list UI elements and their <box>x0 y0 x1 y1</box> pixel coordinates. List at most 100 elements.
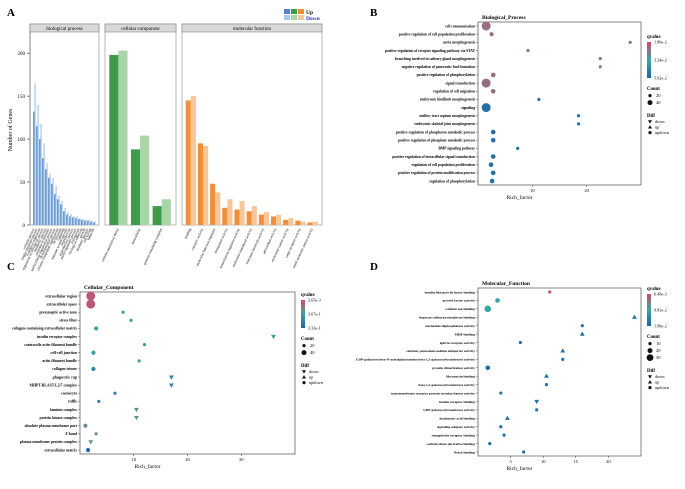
term-label: fibronectin binding <box>446 375 475 379</box>
point-updown <box>598 57 602 61</box>
term-label: laminin complex <box>50 408 77 412</box>
term-label: MHPT-BLAST-L2/7 complex <box>29 383 77 387</box>
facet-title: molecular function <box>233 27 271 32</box>
bar-down <box>46 163 48 225</box>
bar-up <box>109 54 119 226</box>
bar-down <box>64 207 66 225</box>
bar-down <box>227 199 233 225</box>
qvalue-label: 3.24e-2 <box>654 58 667 63</box>
bar-up <box>258 214 264 225</box>
bar-down <box>73 215 75 225</box>
bar-down <box>203 145 209 225</box>
legend-swatch-down <box>298 15 304 20</box>
term-label: extracellular region <box>45 294 78 298</box>
term-label: contractile actin filament bundle <box>24 343 77 347</box>
term-label: calcium, potassium:sodium antiporter act… <box>406 349 475 353</box>
point-updown <box>535 408 539 412</box>
panel-d: D Molecular_Function 5 10 15 20 Rich_factor ins… <box>356 261 670 472</box>
qvalue-label: 1.98e-2 <box>654 324 667 329</box>
point-updown <box>490 72 496 78</box>
panel-letter: A <box>7 7 15 19</box>
bar-up <box>93 222 95 225</box>
point-updown <box>488 162 494 168</box>
legend-diff-title: Diff <box>647 114 655 119</box>
legend-qvalue-title: qvalue <box>647 35 661 40</box>
term-label: positive regulation of receptor signalin… <box>385 49 476 53</box>
count-dot <box>646 354 654 361</box>
point-updown <box>580 324 584 328</box>
point-down <box>534 399 540 405</box>
x-tick-label: 20 <box>185 457 190 462</box>
legend-count-title: Count <box>647 87 660 92</box>
y-axis-label: Number of Genes <box>7 108 14 151</box>
point-updown <box>598 65 602 69</box>
bar-down <box>161 199 171 225</box>
count-dot <box>301 350 307 356</box>
bar-down <box>79 218 81 225</box>
point-updown <box>490 88 496 94</box>
term-label: branching involved in salivary gland mor… <box>395 57 476 61</box>
panel-b: B Biological_Process 10 20 Rich_factor cell c… <box>370 7 670 201</box>
diff-label: up <box>655 380 659 385</box>
point-down <box>168 375 174 380</box>
x-axis-label: Rich_factor <box>135 463 161 470</box>
y-tick-label: 50 <box>20 181 26 186</box>
bar-down <box>40 123 42 225</box>
bar-up <box>152 206 162 225</box>
panel-letter: B <box>370 7 378 19</box>
plot-frame <box>79 291 296 455</box>
point-updown <box>488 441 492 446</box>
category-label: cell killing <box>82 228 92 244</box>
point-updown <box>499 425 503 429</box>
point-updown <box>129 318 133 322</box>
bar-down <box>88 219 90 225</box>
diff-label: updown <box>655 385 670 390</box>
bar-up <box>307 222 313 225</box>
term-label: signal transduction <box>446 81 475 85</box>
point-updown <box>502 433 506 437</box>
point-updown <box>490 170 496 176</box>
panel-c: C Cellular_Component 10 20 30 Rich_factor extr… <box>7 261 324 470</box>
point-updown <box>499 391 503 395</box>
point-updown <box>485 365 491 371</box>
diff-label: down <box>309 369 319 374</box>
legend-diff-title: Diff <box>301 364 309 369</box>
legend-qvalue-title: qvalue <box>301 293 315 298</box>
term-label: ephrin receptor activity <box>440 341 476 345</box>
category-label: intracellular <box>130 227 141 245</box>
point-updown <box>522 450 526 454</box>
point-down <box>134 407 139 413</box>
term-label: MHF binding <box>455 332 476 336</box>
legend-count-title: Count <box>647 335 660 340</box>
point-up <box>504 415 510 420</box>
bar-up <box>87 220 89 225</box>
term-label: protein dimerization activity <box>432 366 475 370</box>
bar-up <box>72 217 74 225</box>
bar-up <box>130 149 141 225</box>
term-label: BMP signaling pathway <box>438 147 475 151</box>
bar-down <box>300 221 306 225</box>
bar-up <box>78 218 80 225</box>
point-updown <box>561 357 565 361</box>
bar-up <box>185 100 191 225</box>
y-tick-label: 0 <box>23 224 26 229</box>
bar-up <box>45 169 47 225</box>
x-tick-label: 20 <box>584 188 589 193</box>
term-label: heparan sulfate proteoglycan binding <box>419 316 475 320</box>
bar-up <box>271 216 277 225</box>
bar-down <box>55 185 57 225</box>
bar-down <box>61 200 63 225</box>
point-updown <box>91 350 96 355</box>
plot-frame <box>477 287 642 457</box>
point-updown <box>490 129 496 135</box>
facet-title: cellular component <box>121 27 160 32</box>
diff-label: down <box>655 374 665 379</box>
bar-down <box>49 173 51 225</box>
term-label: absolute plasma membrane part <box>25 424 78 428</box>
x-tick-label: 5 <box>509 459 512 464</box>
y-tick-label: 200 <box>18 52 26 57</box>
legend-count-title: Count <box>301 337 314 342</box>
chart-title: Molecular_Function <box>482 281 530 287</box>
x-tick-label: 30 <box>239 457 244 462</box>
chart-title: Biological_Process <box>482 15 526 21</box>
